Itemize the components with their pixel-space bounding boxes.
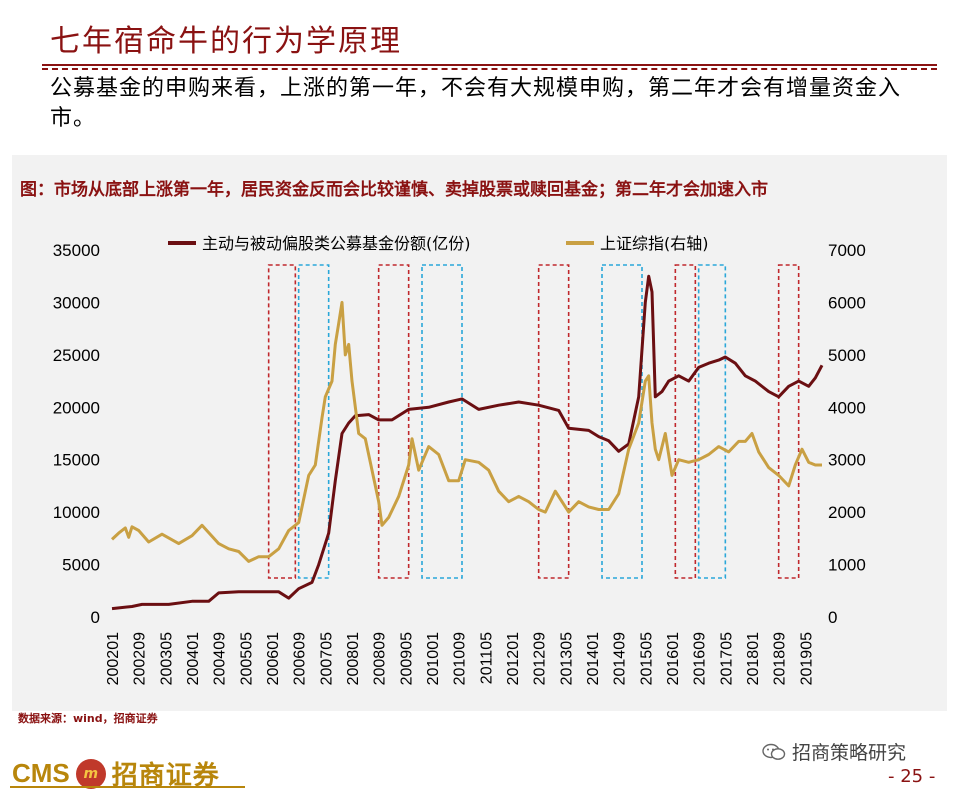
wechat-icon xyxy=(762,743,786,761)
highlight-box-3 xyxy=(377,264,410,579)
series-lines xyxy=(110,274,824,611)
x-tick-18: 201401 xyxy=(585,632,602,685)
y-left-tick-7: 35000 xyxy=(53,241,100,260)
highlight-box-8 xyxy=(697,264,727,579)
x-tick-4: 200409 xyxy=(212,632,229,685)
data-source: 数据来源：wind，招商证券 xyxy=(18,712,158,725)
y-left-tick-5: 25000 xyxy=(53,346,100,365)
legend: 主动与被动偏股类公募基金份额(亿份) 上证综指(右轴) xyxy=(168,234,709,253)
title-rule-dashed xyxy=(42,68,937,70)
highlight-box-6 xyxy=(601,264,643,579)
y-right-ticks: 0 1000 2000 3000 4000 5000 6000 7000 xyxy=(828,241,866,627)
x-tick-5: 200505 xyxy=(238,632,255,685)
highlight-box-5 xyxy=(537,264,570,579)
y-right-tick-5: 5000 xyxy=(828,346,866,365)
x-tick-2: 200305 xyxy=(158,632,175,685)
y-right-tick-1: 1000 xyxy=(828,556,866,575)
x-tick-1: 200209 xyxy=(132,632,149,685)
x-tick-24: 201801 xyxy=(745,632,762,685)
x-tick-11: 200905 xyxy=(398,632,415,685)
y-left-tick-3: 15000 xyxy=(53,451,100,470)
x-tick-6: 200601 xyxy=(265,632,282,685)
highlight-box-7 xyxy=(674,264,697,579)
x-tick-labels: 200201 200209 200305 200401 200409 200505 2006… xyxy=(105,632,815,685)
legend-label-2: 上证综指(右轴) xyxy=(600,234,709,253)
x-tick-13: 201009 xyxy=(452,632,469,685)
x-tick-9: 200801 xyxy=(345,632,362,685)
chart-panel xyxy=(12,155,947,711)
page-subtitle: 公募基金的申购来看，上涨的第一年，不会有大规模申购，第二年才会有增量资金入市。 xyxy=(50,76,902,131)
x-tick-19: 201409 xyxy=(612,632,629,685)
y-right-tick-0: 0 xyxy=(828,608,837,627)
title-rule xyxy=(42,64,937,66)
y-left-tick-2: 10000 xyxy=(53,503,100,522)
x-tick-3: 200401 xyxy=(185,632,202,685)
y-right-tick-3: 3000 xyxy=(828,451,866,470)
x-tick-12: 201001 xyxy=(425,632,442,685)
highlight-box-9 xyxy=(777,264,800,579)
y-right-tick-4: 4000 xyxy=(828,398,866,417)
x-tick-21: 201601 xyxy=(665,632,682,685)
legend-label-1: 主动与被动偏股类公募基金份额(亿份) xyxy=(202,234,471,253)
y-left-tick-4: 20000 xyxy=(53,398,100,417)
series-line-1 xyxy=(111,274,824,611)
y-left-tick-6: 30000 xyxy=(53,293,100,312)
y-right-tick-6: 6000 xyxy=(828,293,866,312)
chart-caption: 图：市场从底部上涨第一年，居民资金反而会比较谨慎、卖掉股票或赎回基金；第二年才会… xyxy=(20,180,768,200)
brand-coin-icon: m xyxy=(75,758,106,789)
page-number: - 25 - xyxy=(888,766,936,787)
x-tick-15: 201201 xyxy=(505,632,522,685)
page-title: 七年宿命牛的行为学原理 xyxy=(50,24,402,59)
y-right-tick-2: 2000 xyxy=(828,503,866,522)
wechat-label: 招商策略研究 xyxy=(792,742,907,764)
highlight-box-4 xyxy=(421,264,463,579)
x-tick-25: 201809 xyxy=(772,632,789,685)
x-tick-26: 201905 xyxy=(798,632,815,685)
x-tick-16: 201209 xyxy=(532,632,549,685)
x-tick-22: 201609 xyxy=(692,632,709,685)
brand-rule xyxy=(10,786,245,788)
x-tick-8: 200705 xyxy=(318,632,335,685)
highlight-box-2 xyxy=(297,264,330,579)
x-tick-0: 200201 xyxy=(105,632,122,685)
x-tick-23: 201705 xyxy=(718,632,735,685)
x-tick-7: 200609 xyxy=(292,632,309,685)
wechat-account: 招商策略研究 xyxy=(762,738,906,765)
x-tick-10: 200809 xyxy=(372,632,389,685)
y-left-tick-1: 5000 xyxy=(62,556,100,575)
y-right-tick-7: 7000 xyxy=(828,241,866,260)
x-tick-17: 201305 xyxy=(558,632,575,685)
series-line-2 xyxy=(110,300,822,563)
highlight-box-1 xyxy=(267,264,297,579)
brand-cms-text: CMS xyxy=(12,758,70,788)
x-tick-14: 201105 xyxy=(478,632,495,684)
y-left-ticks: 0 5000 10000 15000 20000 25000 30000 35000 xyxy=(53,241,100,627)
x-tick-20: 201505 xyxy=(638,632,655,685)
y-left-tick-0: 0 xyxy=(91,608,100,627)
